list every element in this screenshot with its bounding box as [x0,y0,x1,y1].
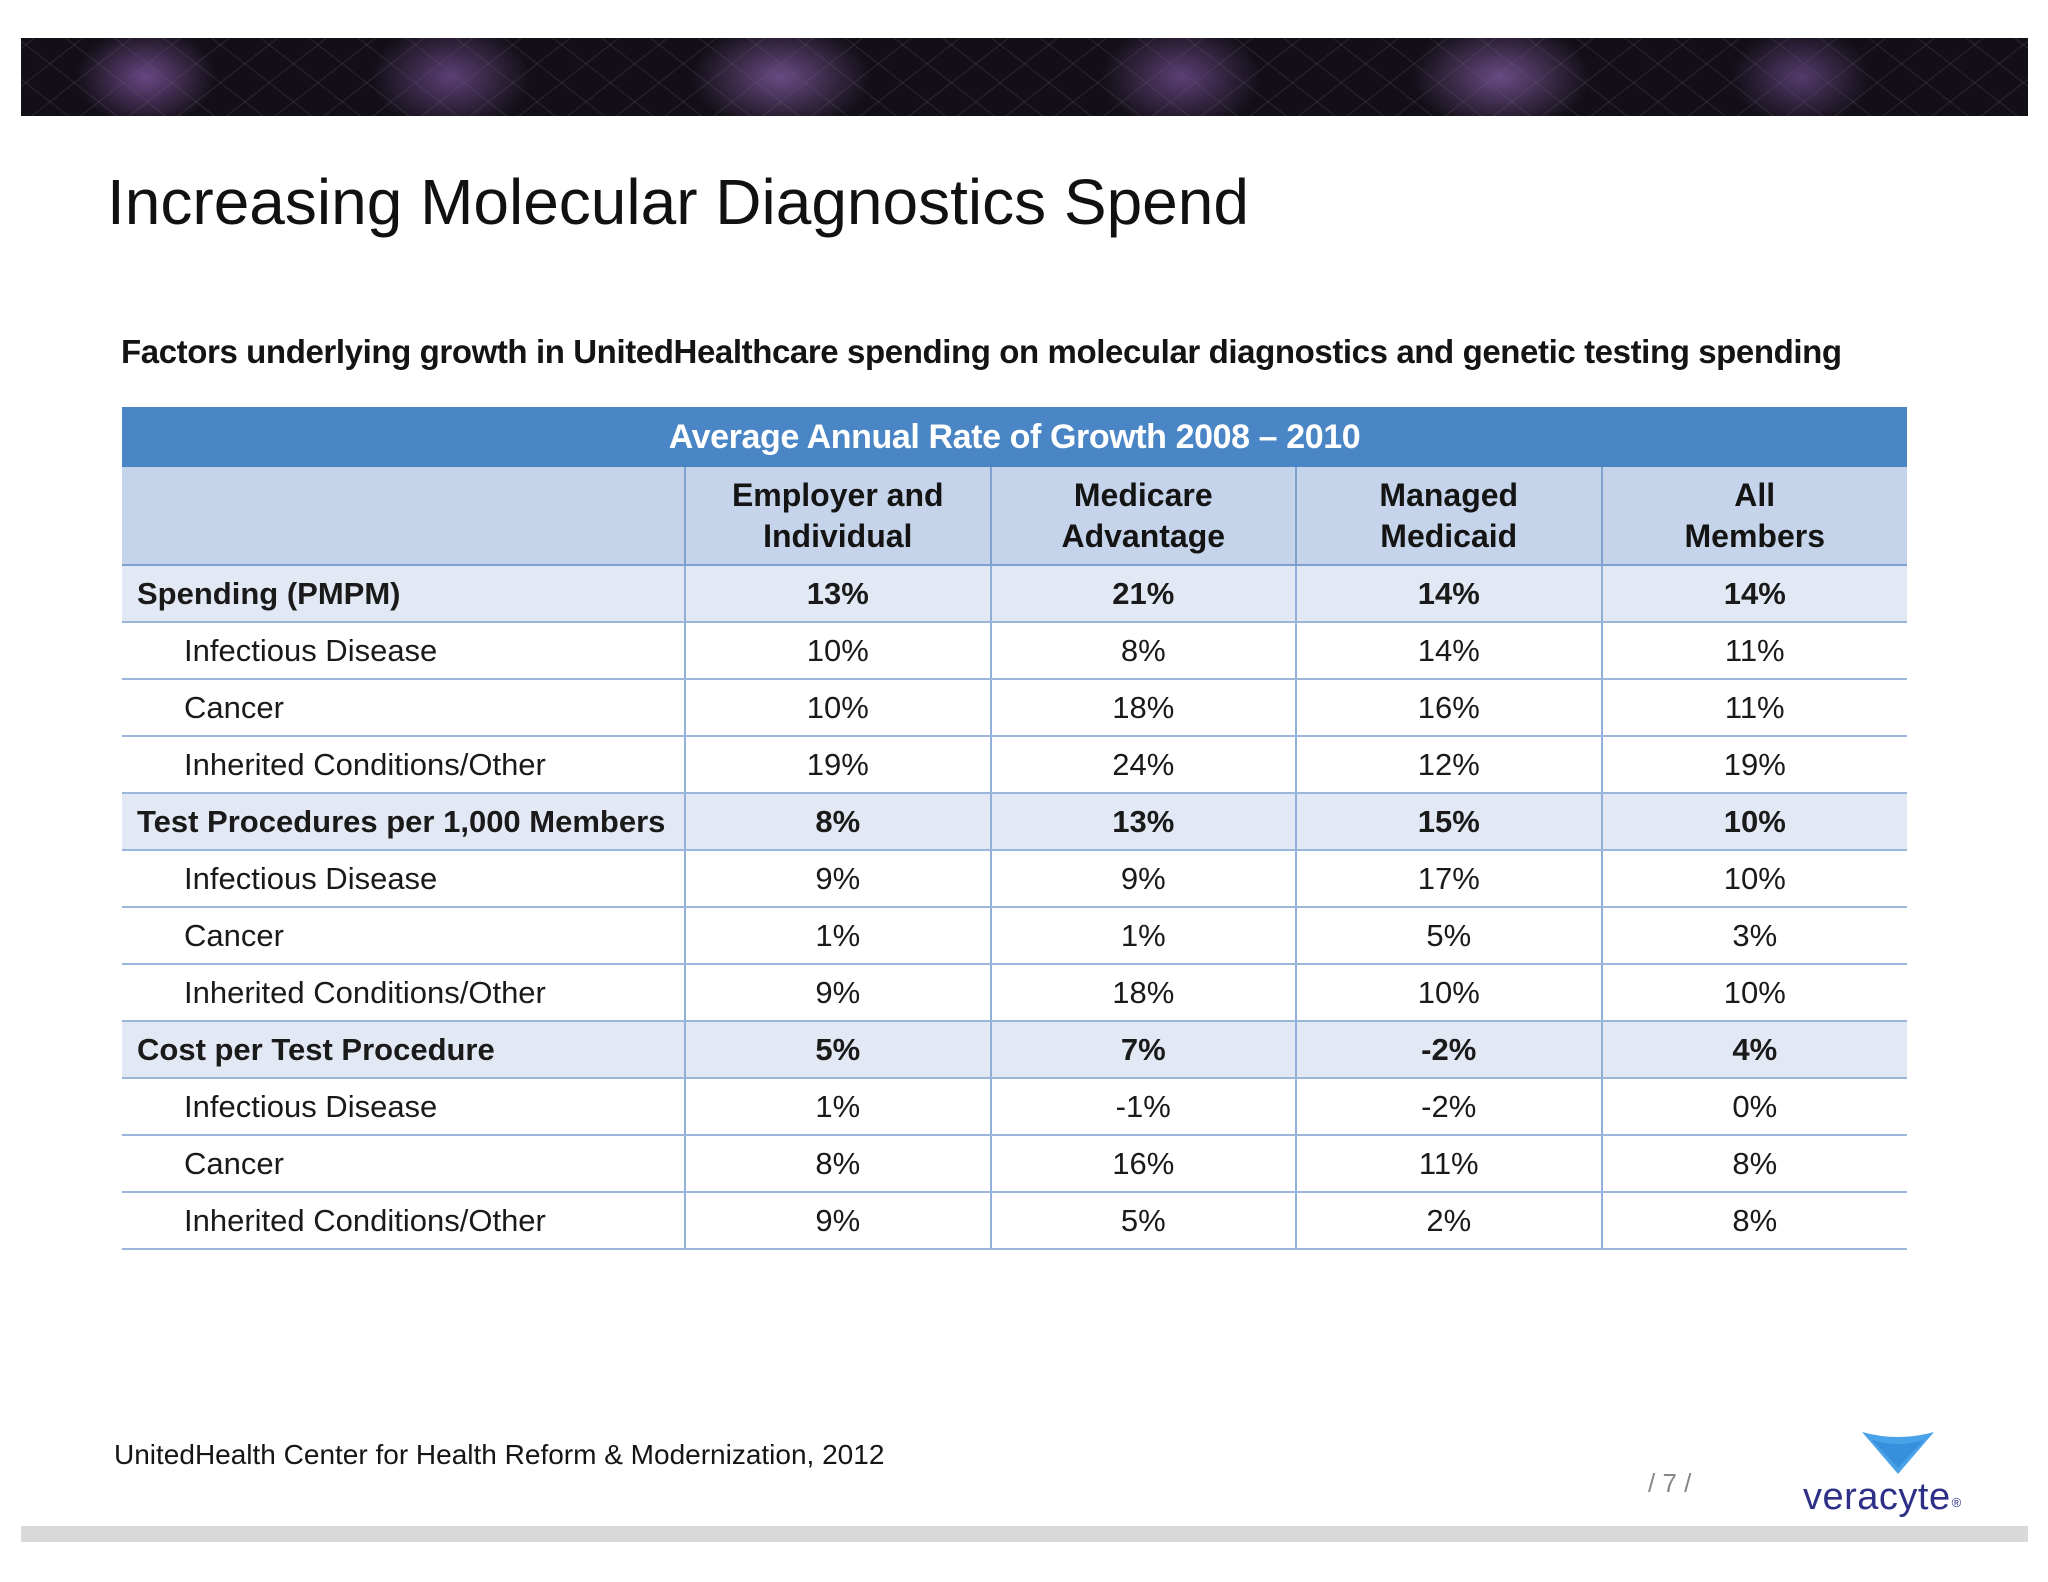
table-cell: 24% [989,736,1296,794]
veracyte-logo-icon [1862,1432,1934,1474]
logo-registered-mark: ® [1951,1495,1962,1510]
table-cell: 11% [1600,622,1907,680]
table-cell: -1% [989,1078,1296,1136]
source-citation: UnitedHealth Center for Health Reform & … [114,1439,885,1470]
row-label: Cancer [122,907,685,965]
table-cell: 0% [1600,1078,1907,1136]
row-label: Test Procedures per 1,000 Members [122,793,685,851]
table-cell: 4% [1600,1021,1907,1079]
table-row: Inherited Conditions/Other 9% 5% 2% 8% [122,1192,1907,1250]
table-cell: 10% [1295,964,1602,1022]
column-header-line: Advantage [1061,517,1226,554]
table-row: Infectious Disease 1% -1% -2% 0% [122,1078,1907,1136]
table-cell: 16% [1295,679,1602,737]
table-cell: -2% [1295,1021,1602,1079]
table-cell: 9% [684,1192,991,1250]
row-label: Spending (PMPM) [122,565,685,623]
table-cell: 18% [989,964,1296,1022]
column-header-line: Medicare [1073,476,1213,513]
row-label: Cost per Test Procedure [122,1021,685,1079]
column-header-line: Employer and [731,476,944,513]
table-row: Cancer 1% 1% 5% 3% [122,907,1907,965]
table-row-group: Cost per Test Procedure 5% 7% -2% 4% [122,1021,1907,1079]
table-cell: 10% [1600,793,1907,851]
table-cell: 8% [1600,1192,1907,1250]
footer-bar [21,1526,2028,1542]
table-title: Factors underlying growth in UnitedHealt… [121,333,1842,370]
row-label: Inherited Conditions/Other [122,1192,685,1250]
table-cell: 11% [1295,1135,1602,1193]
table-cell: 19% [1600,736,1907,794]
table-cell: 8% [1600,1135,1907,1193]
table-row-group: Test Procedures per 1,000 Members 8% 13%… [122,793,1907,851]
table-cell: 15% [1295,793,1602,851]
column-header-line: All [1734,476,1776,513]
table-cell: 2% [1295,1192,1602,1250]
table-cell: 18% [989,679,1296,737]
table-cell: 1% [684,907,991,965]
row-label: Inherited Conditions/Other [122,964,685,1022]
table-cell: 5% [1295,907,1602,965]
logo-wordmark: veracyte [1803,1476,1951,1518]
table-cell: 21% [989,565,1296,623]
column-header: Medicare Advantage [989,467,1296,566]
table-cell: 13% [684,565,991,623]
row-label: Infectious Disease [122,850,685,908]
table-cell: 1% [684,1078,991,1136]
table-cell: 10% [1600,964,1907,1022]
table-cell: 8% [684,1135,991,1193]
table-cell: 13% [989,793,1296,851]
table-cell: 17% [1295,850,1602,908]
table-row-group: Spending (PMPM) 13% 21% 14% 14% [122,565,1907,623]
table-cell: 5% [989,1192,1296,1250]
table-band-title: Average Annual Rate of Growth 2008 – 201… [122,407,1907,467]
page-number: / 7 / [1648,1468,1692,1498]
row-label: Inherited Conditions/Other [122,736,685,794]
table-cell: 1% [989,907,1296,965]
header-blank [122,467,685,566]
table-cell: 10% [684,622,991,680]
table-cell: 5% [684,1021,991,1079]
table-cell: 16% [989,1135,1296,1193]
column-header-line: Members [1684,517,1826,554]
row-label: Cancer [122,679,685,737]
table-cell: 8% [989,622,1296,680]
table-cell: 9% [684,964,991,1022]
table-row: Inherited Conditions/Other 9% 18% 10% 10… [122,964,1907,1022]
table-cell: 14% [1600,565,1907,623]
growth-table: Average Annual Rate of Growth 2008 – 201… [122,407,1907,1250]
column-header: Managed Medicaid [1295,467,1602,566]
row-label: Infectious Disease [122,1078,685,1136]
slide-title: Increasing Molecular Diagnostics Spend [107,166,1249,238]
veracyte-logo: veracyte® [1803,1476,1962,1519]
column-header: All Members [1600,467,1907,566]
row-label: Cancer [122,1135,685,1193]
table-cell: 14% [1295,565,1602,623]
table-cell: 9% [989,850,1296,908]
header-banner [21,38,2028,116]
table-cell: 10% [1600,850,1907,908]
table-row: Inherited Conditions/Other 19% 24% 12% 1… [122,736,1907,794]
table-cell: 7% [989,1021,1296,1079]
column-header-line: Managed [1379,476,1519,513]
row-label: Infectious Disease [122,622,685,680]
table-cell: 14% [1295,622,1602,680]
table-row: Infectious Disease 10% 8% 14% 11% [122,622,1907,680]
table-cell: 8% [684,793,991,851]
column-header-line: Individual [763,517,913,554]
table-row: Infectious Disease 9% 9% 17% 10% [122,850,1907,908]
table-cell: 12% [1295,736,1602,794]
table-cell: 10% [684,679,991,737]
column-header-line: Medicaid [1380,517,1518,554]
table-cell: 9% [684,850,991,908]
table-row: Cancer 8% 16% 11% 8% [122,1135,1907,1193]
table-cell: 19% [684,736,991,794]
column-header: Employer and Individual [684,467,991,566]
table-cell: -2% [1295,1078,1602,1136]
table-cell: 3% [1600,907,1907,965]
table-row: Cancer 10% 18% 16% 11% [122,679,1907,737]
table-cell: 11% [1600,679,1907,737]
